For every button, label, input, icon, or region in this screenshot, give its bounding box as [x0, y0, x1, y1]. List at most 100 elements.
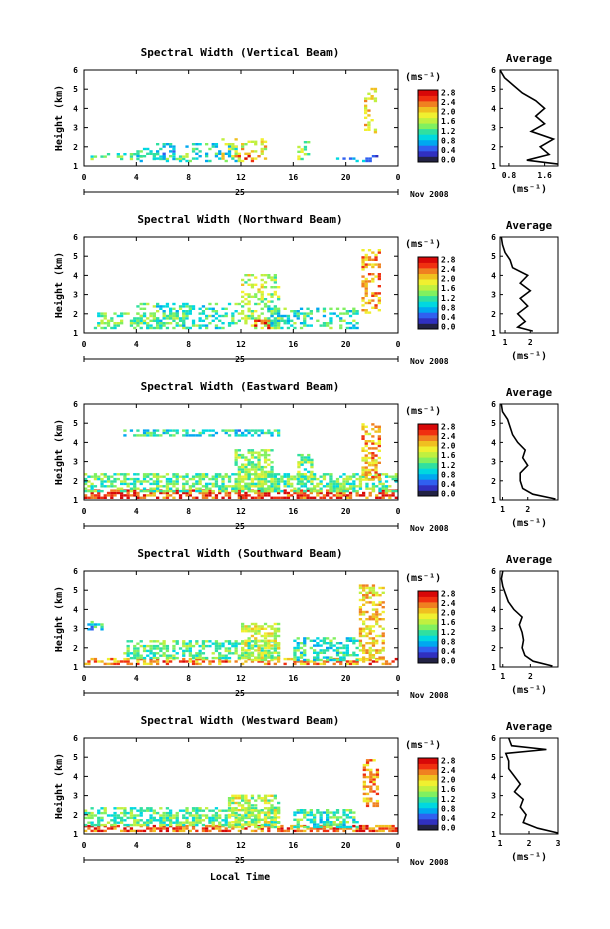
heatmap-cell [227, 494, 232, 497]
heatmap-cell [283, 489, 287, 492]
heatmap-cell [273, 634, 277, 638]
heatmap-cell [263, 305, 268, 308]
heatmap-cell [208, 644, 212, 648]
heatmap-cell [100, 823, 104, 827]
heatmap-cell [362, 622, 366, 626]
heatmap-cell [368, 591, 372, 594]
heatmap-cell [133, 477, 137, 481]
heatmap-cell [297, 155, 301, 158]
heatmap-cell [218, 827, 222, 830]
heatmap-cell [254, 639, 258, 642]
heatmap-cell [139, 434, 143, 437]
heatmap-cell [250, 651, 255, 654]
heatmap-cell [165, 660, 170, 663]
heatmap-cell [175, 487, 179, 490]
heatmap-cell [260, 658, 264, 662]
heatmap-cell [159, 491, 163, 495]
heatmap-cell [364, 440, 368, 443]
heatmap-cell [156, 317, 160, 320]
heatmap-cell [381, 496, 385, 499]
x-tick-label: 0 [396, 507, 401, 516]
heatmap-cell [267, 487, 271, 490]
profile-frame [499, 570, 559, 668]
profile-y-tick-label: 4 [491, 271, 496, 280]
heatmap-cell [234, 431, 238, 435]
heatmap-cells [84, 759, 398, 833]
heatmap-cell [244, 322, 248, 325]
heatmap-cell [195, 807, 199, 810]
colorbar-tick-label: 0.8 [441, 470, 456, 479]
heatmap-cell [371, 642, 376, 645]
heatmap-cell [348, 637, 353, 640]
heatmap-cell [244, 809, 248, 812]
heatmap-cell [136, 157, 140, 161]
colorbar-tick-label: 0.0 [441, 489, 456, 498]
heatmap-cell [388, 494, 392, 497]
heatmap-cell [371, 292, 375, 295]
heatmap-cell [175, 656, 179, 660]
heatmap-cell [123, 477, 127, 481]
heatmap-cell [149, 807, 153, 810]
y-tick-label: 4 [73, 271, 78, 280]
profile-x-tick-label: 1 [500, 672, 505, 681]
heatmap-cell [110, 489, 114, 492]
heatmap-cell [152, 811, 156, 815]
heatmap-cell [277, 627, 281, 630]
heatmap-cell [227, 480, 232, 483]
heatmap-cell [254, 293, 258, 296]
colorbar-swatch [418, 462, 438, 469]
heatmap-cell [93, 485, 98, 488]
heatmap-cell [162, 640, 166, 643]
heatmap-cell [377, 444, 381, 448]
profile-x-tick-label: 1.6 [537, 171, 552, 180]
heatmap-cell [214, 649, 219, 653]
heatmap-cell [273, 475, 277, 478]
heatmap-cell [362, 649, 366, 652]
heatmap-cell [175, 829, 179, 833]
heatmap-cell [378, 625, 382, 628]
heatmap-cell [247, 477, 251, 481]
heatmap-cell [241, 806, 245, 809]
heatmap-cell [211, 819, 215, 822]
heatmap-cell [355, 312, 359, 315]
heatmap-cell [247, 295, 251, 298]
heatmap-cell [133, 829, 137, 833]
heatmap-cell [345, 649, 349, 652]
heatmap-cell [198, 482, 202, 486]
heatmap-cell [263, 494, 268, 497]
heatmap-cell [136, 152, 140, 155]
heatmap-cell [201, 644, 206, 648]
heatmap-cell [201, 485, 206, 488]
heatmap-cell [250, 480, 255, 483]
heatmap-cell [116, 477, 120, 481]
heatmap-cell [169, 312, 173, 315]
heatmap-cell [371, 584, 376, 587]
heatmap-cell [106, 322, 111, 325]
heatmap-cell [126, 652, 130, 655]
profile-x-tick-label: 2 [528, 672, 533, 681]
heatmap-cell [277, 482, 281, 486]
heatmap-cell [373, 90, 378, 93]
heatmap-cell [362, 780, 366, 784]
heatmap-cell [263, 473, 268, 476]
heatmap-cell [352, 651, 356, 654]
heatmap-cell [110, 326, 114, 330]
heatmap-cell [270, 627, 274, 630]
heatmap-cell [322, 475, 327, 478]
heatmap-cell [257, 451, 261, 454]
heatmap-cell [332, 829, 336, 833]
heatmap-cell [364, 454, 368, 457]
heatmap-cell [300, 456, 304, 459]
heatmap-cell [142, 314, 147, 318]
heatmap-cell [371, 459, 375, 462]
heatmap-cell [106, 657, 111, 661]
heatmap-cell [169, 811, 173, 815]
heatmap-cell [149, 434, 153, 437]
heatmap-cell [277, 295, 281, 298]
heatmap-cell [120, 480, 124, 483]
heatmap-cell [329, 656, 333, 659]
heatmap-cell [191, 475, 196, 478]
heatmap-cell [368, 630, 372, 633]
heatmap-cell [185, 824, 189, 828]
heatmap-cell [316, 642, 320, 645]
